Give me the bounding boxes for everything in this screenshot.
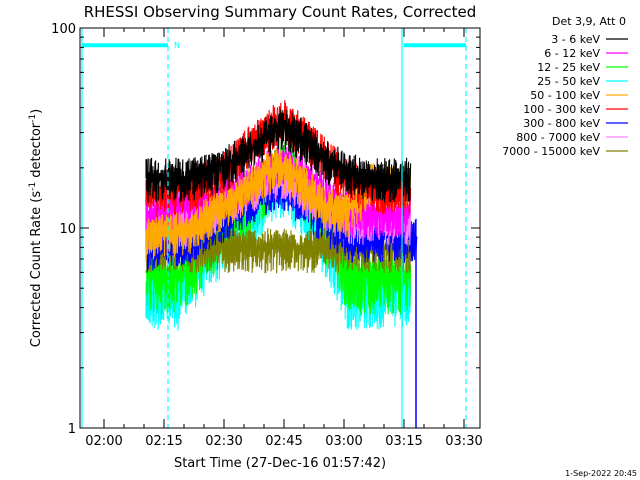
legend-label: 12 - 25 keV — [537, 61, 600, 74]
marker-layer: N — [81, 28, 467, 428]
legend-label: 300 - 800 keV — [523, 117, 600, 130]
y-tick-label: 100 — [51, 22, 76, 37]
x-axis-label: Start Time (27-Dec-16 01:57:42) — [174, 456, 386, 471]
x-tick-label: 02:15 — [145, 434, 182, 449]
legend-label: 7000 - 15000 keV — [502, 145, 600, 158]
legend-label: 100 - 300 keV — [523, 103, 600, 116]
x-tick-label: 03:15 — [385, 434, 422, 449]
legend-label: 25 - 50 keV — [537, 75, 600, 88]
plot-frame — [79, 27, 481, 429]
x-tick-label: 03:00 — [325, 434, 362, 449]
legend-label: 3 - 6 keV — [551, 33, 600, 46]
marker-bar-label: N — [174, 41, 180, 50]
y-tick-label: 1 — [68, 422, 76, 437]
y-axis-label: Corrected Count Rate (s-1 detector-1) — [28, 109, 44, 347]
x-tick-label: 02:45 — [265, 434, 302, 449]
legend-header: Det 3,9, Att 0 — [552, 15, 626, 28]
x-tick-label: 02:30 — [205, 434, 242, 449]
y-tick-label: 10 — [59, 222, 76, 237]
legend-label: 6 - 12 keV — [544, 47, 600, 60]
footer-timestamp: 1-Sep-2022 20:45 — [565, 469, 637, 478]
x-tick-label: 02:00 — [85, 434, 122, 449]
x-tick-label: 03:30 — [445, 434, 482, 449]
legend-label: 50 - 100 keV — [530, 89, 600, 102]
series-0-line — [145, 109, 412, 203]
legend-label: 800 - 7000 keV — [516, 131, 600, 144]
data-layer — [145, 99, 418, 428]
chart-title: RHESSI Observing Summary Count Rates, Co… — [84, 3, 477, 21]
axis-layer: 02:00 02:15 02:30 02:45 03:00 03:15 03:30 1 10 10… — [51, 22, 483, 449]
